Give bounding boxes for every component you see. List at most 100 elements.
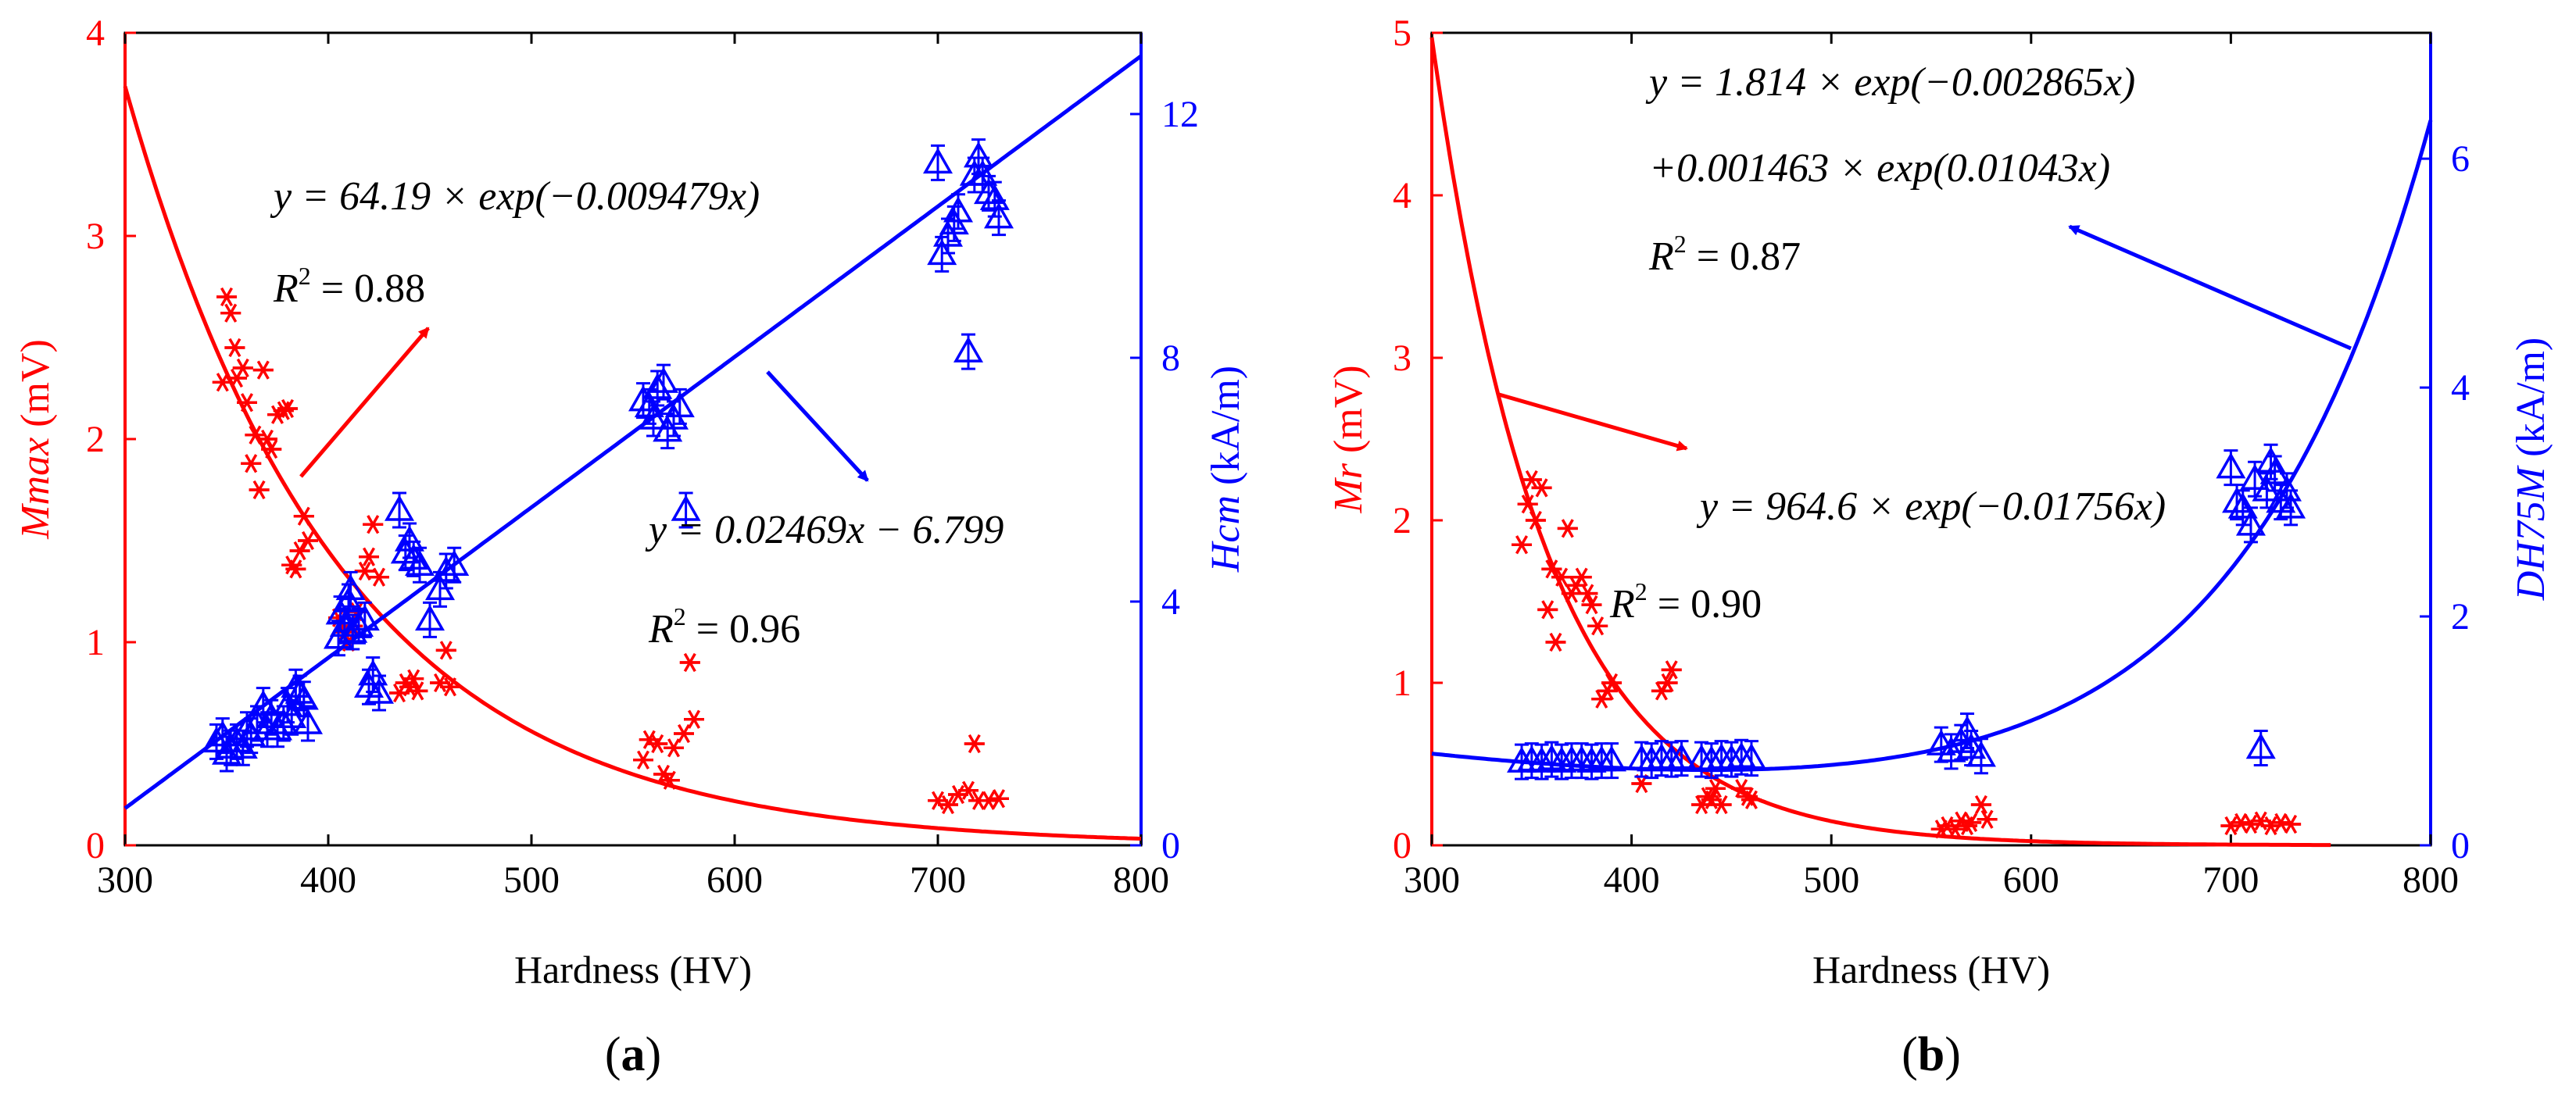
y-left-tick-label: 0: [86, 825, 105, 866]
asterisk-marker: [679, 652, 700, 673]
triangle-shape: [983, 202, 1014, 229]
x-tick-label: 500: [1803, 859, 1859, 901]
triangle-marker: [349, 601, 380, 638]
triangle-marker: [671, 491, 701, 529]
y-right-tick-label: 4: [1161, 581, 1180, 623]
asterisk-marker: [224, 338, 245, 358]
fit-equation-red-a: y = 64.19 × exp(−0.009479x): [270, 174, 760, 219]
triangle-shape: [664, 391, 695, 418]
y-right-label-b: DH75M (kA/m): [2509, 338, 2553, 602]
fit-r2-red-b: R2 = 0.90: [1609, 577, 1762, 627]
asterisk-marker: [289, 541, 310, 561]
triangle-marker: [414, 601, 445, 638]
x-tick-label: 600: [707, 859, 763, 901]
triangle-marker: [292, 705, 324, 742]
fit-equation-blue-a: y = 0.02469x − 6.799: [645, 508, 1004, 552]
y-left-tick-label: 4: [86, 12, 105, 54]
triangle-marker: [1666, 740, 1697, 777]
x-tick-label: 800: [1113, 859, 1169, 901]
asterisk-marker: [407, 681, 428, 701]
triangle-shape: [648, 366, 679, 393]
asterisk-marker: [964, 734, 985, 754]
asterisk-marker: [285, 559, 306, 579]
triangle-shape: [1736, 743, 1766, 770]
asterisk-marker: [363, 515, 384, 534]
y-left-tick-label: 4: [1393, 175, 1411, 216]
fit-r2-blue-a: R2 = 0.96: [648, 602, 800, 652]
asterisk-marker: [1587, 616, 1608, 636]
triangle-shape: [2252, 475, 2282, 502]
asterisk-marker: [979, 791, 999, 810]
x-ticks-a: 300 400 500 600 700 800: [97, 33, 1169, 901]
asterisk-marker: [435, 641, 456, 660]
triangle-shape: [1526, 746, 1557, 773]
asterisk-marker: [1705, 779, 1726, 798]
asterisk-marker: [232, 358, 253, 378]
y-right-label-a: Hcm (kA/m): [1204, 366, 1248, 573]
triangle-shape: [2276, 492, 2306, 519]
x-tick-label: 800: [2402, 859, 2459, 901]
asterisk-marker: [212, 373, 233, 392]
triangle-marker: [939, 205, 969, 242]
fit-equation-blue-b-line2: +0.001463 × exp(0.01043x): [1649, 146, 2110, 191]
asterisk-marker: [664, 738, 684, 758]
triangle-shape: [431, 555, 461, 582]
y-right-tick-label: 4: [2451, 367, 2470, 409]
triangle-shape: [288, 684, 319, 710]
triangle-shape: [1637, 745, 1667, 772]
triangle-shape: [335, 573, 366, 601]
fit-r2-red-a: R2 = 0.88: [273, 262, 425, 311]
triangle-marker: [1597, 742, 1627, 780]
triangle-marker: [922, 144, 953, 181]
y-right-tick-label: 0: [1161, 825, 1180, 866]
asterisk-marker: [674, 723, 694, 744]
arrow-to-blue-curve-b: [2068, 224, 2352, 351]
triangle-marker: [953, 333, 984, 370]
panel-label-b: (b): [1902, 1028, 1961, 1081]
asterisk-marker: [261, 439, 282, 459]
triangle-shape: [968, 159, 998, 186]
triangle-shape: [922, 147, 953, 174]
triangle-shape: [292, 708, 324, 734]
asterisk-marker: [2231, 812, 2252, 833]
triangle-shape: [2227, 492, 2258, 519]
triangle-shape: [671, 495, 701, 521]
triangle-marker: [664, 388, 695, 425]
triangle-marker: [983, 199, 1014, 237]
triangle-shape: [2256, 446, 2286, 473]
fit-curve-red: [123, 85, 1142, 841]
asterisk-marker: [1741, 790, 1762, 809]
asterisk-marker: [1970, 795, 1991, 815]
triangle-shape: [358, 659, 388, 686]
asterisk-marker: [241, 454, 262, 473]
triangle-shape: [2245, 732, 2276, 759]
x-tick-label: 400: [300, 859, 356, 901]
asterisk-marker: [249, 480, 270, 500]
asterisk-marker: [1657, 673, 1678, 693]
y-left-tick-label: 3: [1393, 338, 1411, 379]
triangle-marker: [1736, 740, 1766, 777]
asterisk-marker: [440, 677, 460, 697]
triangle-shape: [943, 196, 974, 223]
y-right-tick-label: 8: [1161, 338, 1180, 379]
asterisk-marker: [1551, 567, 1572, 587]
triangle-shape: [1936, 736, 1966, 762]
series-a: [201, 138, 1014, 815]
fit-curve-red: [1429, 37, 2331, 848]
triangle-marker: [404, 546, 435, 584]
asterisk-marker: [1661, 660, 1682, 680]
y-left-tick-label: 1: [86, 622, 105, 663]
asterisk-marker: [293, 506, 314, 526]
x-tick-label: 300: [1404, 859, 1460, 901]
y-right-tick-label: 6: [2451, 138, 2470, 180]
asterisk-marker: [1577, 584, 1598, 603]
asterisk-marker: [1571, 567, 1592, 587]
asterisk-marker: [1525, 510, 1546, 530]
triangle-shape: [2240, 463, 2270, 491]
asterisk-marker: [245, 425, 266, 445]
panel-label-a: (a): [605, 1028, 661, 1081]
asterisk-marker: [2281, 814, 2302, 834]
x-tick-label: 300: [97, 859, 153, 901]
triangle-shape: [2259, 458, 2290, 484]
y-left-tick-label: 0: [1393, 825, 1411, 866]
